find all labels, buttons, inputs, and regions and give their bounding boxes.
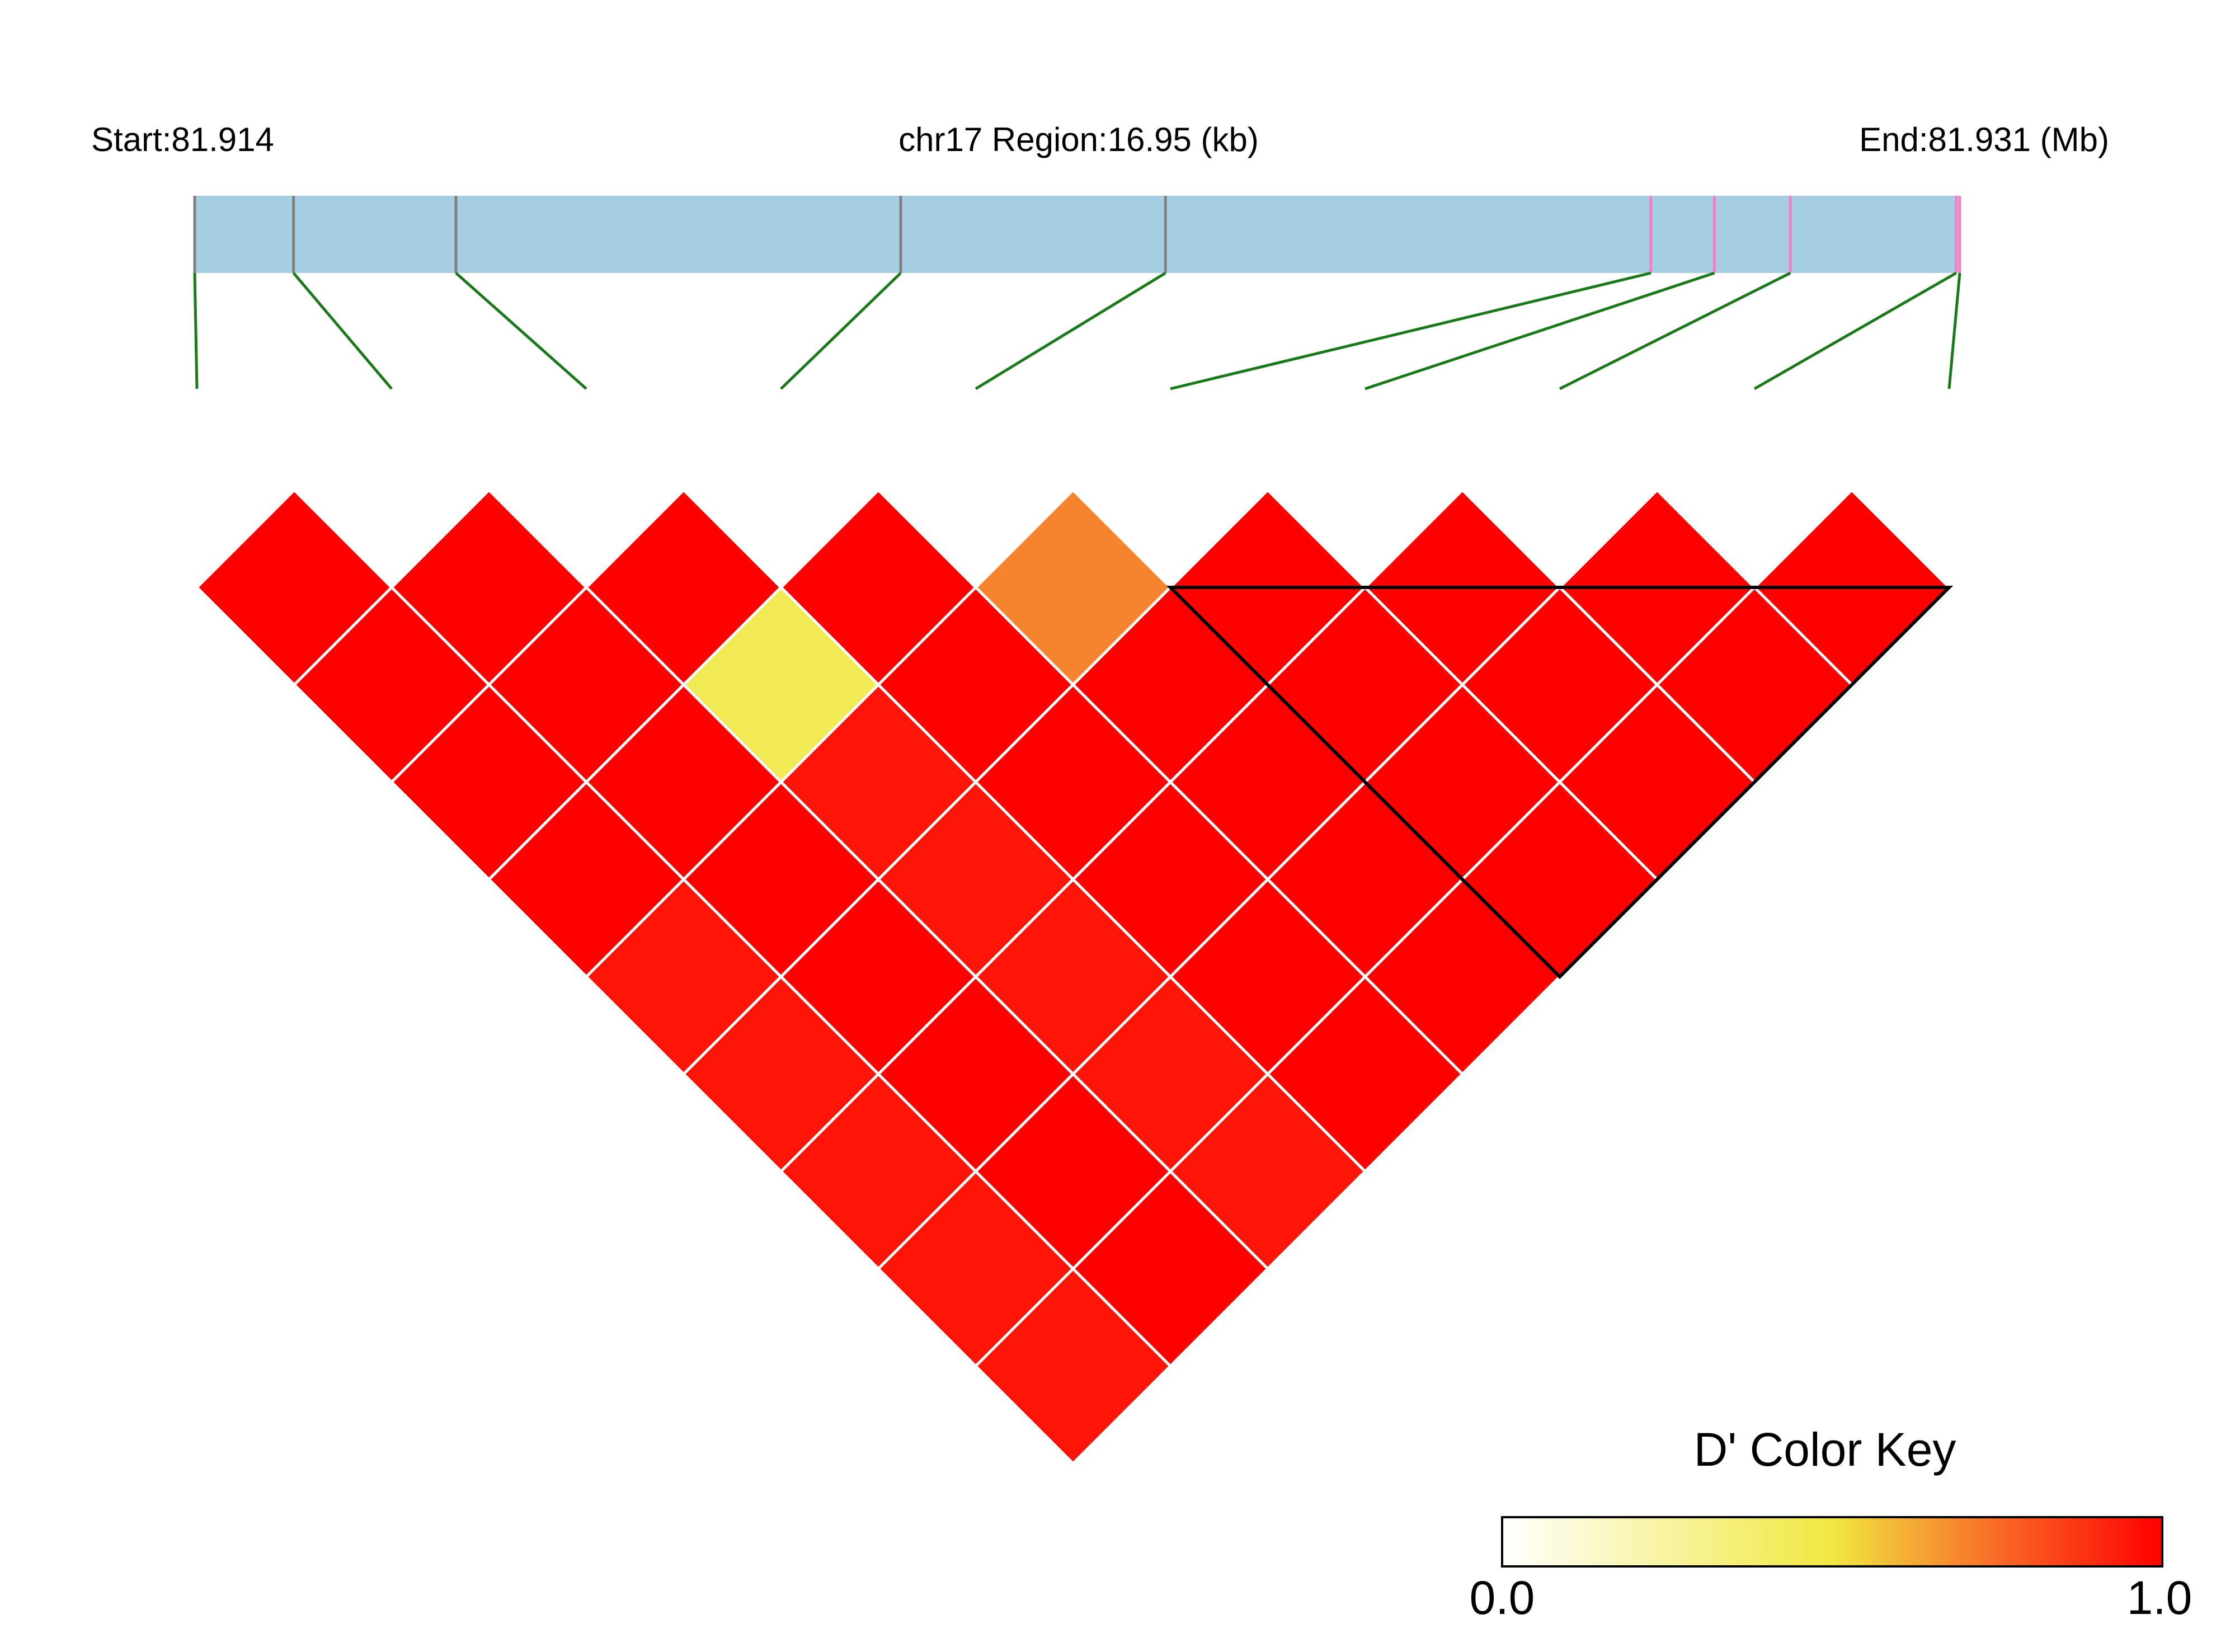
snp-connector-line <box>1364 271 1715 390</box>
ld-cell <box>973 1267 1173 1466</box>
color-key-title: D' Color Key <box>1694 1423 1956 1476</box>
region-title-label: chr17 Region:16.95 (kb) <box>898 121 1259 158</box>
snp-connector-line <box>1753 271 1957 390</box>
snp-marker-layer <box>193 196 1961 273</box>
snp-connector-line <box>292 272 393 390</box>
color-key-max-label: 1.0 <box>2127 1571 2192 1624</box>
region-start-label: Start:81.914 <box>91 121 274 158</box>
region-end-label: End:81.931 (Mb) <box>1859 121 2109 158</box>
snp-connector-line <box>193 272 199 389</box>
color-key-min-label: 0.0 <box>1470 1571 1535 1624</box>
snp-connector-line <box>1559 271 1791 390</box>
snp-connector-line <box>1170 271 1651 390</box>
snp-connector-line <box>780 272 902 390</box>
genomic-region-bar <box>195 196 1960 273</box>
snp-connector-line <box>1947 272 1961 389</box>
ld-heatmap-cells <box>195 488 1951 1466</box>
snp-connector-line <box>975 271 1166 390</box>
haplotype-block-outline <box>1166 586 1954 980</box>
snp-connector-line <box>455 272 587 390</box>
snp-connector-layer <box>193 271 1961 390</box>
color-key-gradient-bar <box>1501 1516 2163 1568</box>
haplotype-block-layer <box>1166 586 1954 980</box>
